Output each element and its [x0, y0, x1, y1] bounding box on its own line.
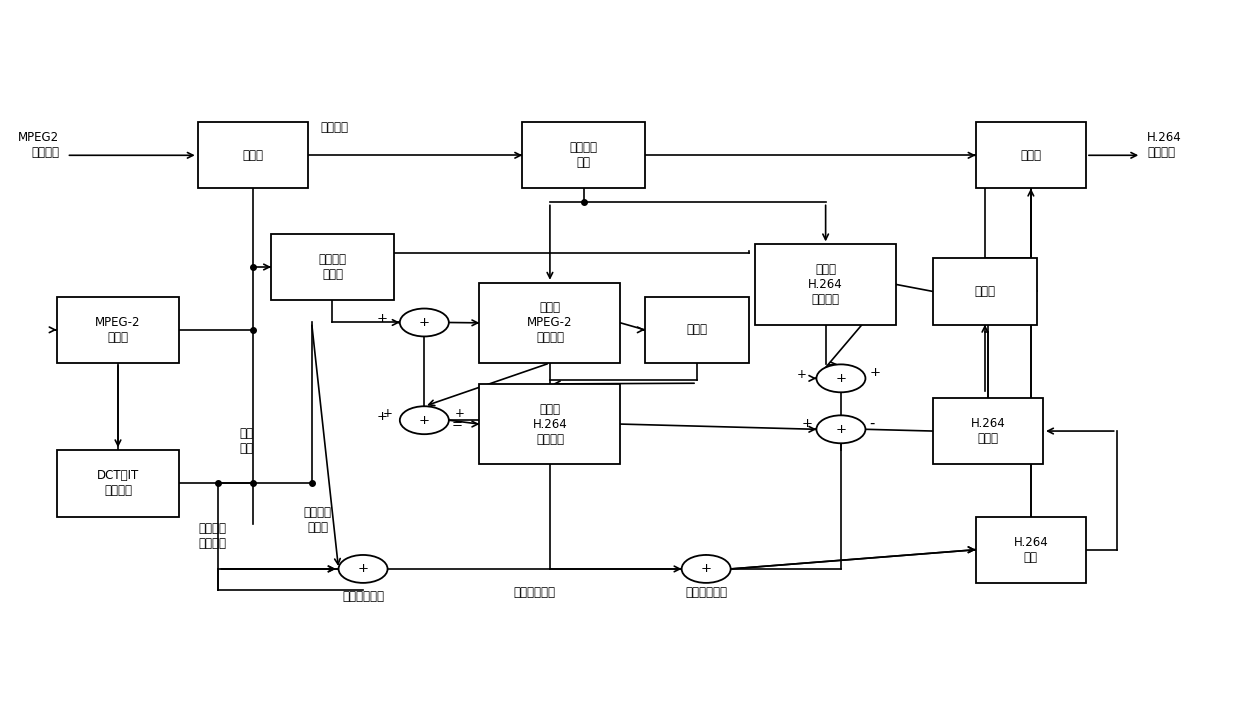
Text: +: +: [836, 372, 847, 385]
Bar: [57, 450, 180, 517]
Bar: [480, 384, 620, 464]
Bar: [645, 297, 749, 363]
Text: H.264
量化: H.264 量化: [1013, 535, 1048, 564]
Bar: [272, 234, 393, 300]
Text: +: +: [357, 562, 368, 575]
Text: +: +: [802, 417, 812, 430]
Text: =: =: [451, 418, 463, 431]
Text: 感兴趣区
域转码: 感兴趣区 域转码: [304, 506, 332, 534]
Text: 量化误差补偿: 量化误差补偿: [342, 590, 384, 603]
Text: MPEG2
码流输入: MPEG2 码流输入: [19, 131, 60, 159]
Circle shape: [399, 407, 449, 434]
Text: 感兴趣区
域检测: 感兴趣区 域检测: [319, 253, 346, 281]
Bar: [480, 283, 620, 363]
Text: +: +: [377, 312, 388, 325]
Bar: [976, 517, 1086, 583]
Text: +: +: [797, 367, 807, 381]
Text: 转换
开关: 转换 开关: [239, 427, 254, 456]
Circle shape: [816, 365, 866, 392]
Text: 压缩域
MPEG-2
运动补偿: 压缩域 MPEG-2 运动补偿: [527, 301, 573, 345]
Text: 压缩域
H.264
运动补偿: 压缩域 H.264 运动补偿: [532, 402, 567, 446]
Text: H.264
反量化: H.264 反量化: [971, 417, 1006, 445]
Text: 插值误差补偿: 插值误差补偿: [686, 587, 727, 600]
Text: 运动向量
映射: 运动向量 映射: [569, 141, 598, 169]
Text: 帧缓存: 帧缓存: [687, 323, 708, 336]
Text: +: +: [455, 407, 465, 420]
Text: -: -: [869, 417, 874, 431]
Text: 量化误差补偿: 量化误差补偿: [513, 587, 556, 600]
Text: MPEG-2
反量化: MPEG-2 反量化: [95, 316, 140, 344]
Text: +: +: [377, 409, 388, 422]
Bar: [57, 297, 180, 363]
Circle shape: [682, 555, 730, 583]
Text: DCT到IT
系数变换: DCT到IT 系数变换: [97, 469, 139, 498]
Bar: [932, 258, 1037, 325]
Text: +: +: [419, 316, 430, 329]
Text: 压缩域
H.264
运动补偿: 压缩域 H.264 运动补偿: [808, 263, 843, 306]
Text: +: +: [869, 366, 880, 379]
Bar: [197, 122, 308, 189]
Bar: [522, 122, 645, 189]
Circle shape: [339, 555, 388, 583]
Bar: [755, 244, 897, 325]
Circle shape: [399, 308, 449, 337]
Bar: [932, 398, 1043, 464]
Circle shape: [816, 415, 866, 444]
Text: 运动向量: 运动向量: [320, 121, 348, 135]
Text: H.264
码流输出: H.264 码流输出: [1147, 131, 1182, 159]
Text: 非感兴趣
区域转码: 非感兴趣 区域转码: [198, 522, 227, 550]
Text: 熵编码: 熵编码: [1021, 149, 1042, 162]
Text: +: +: [836, 423, 847, 436]
Text: +: +: [419, 414, 430, 426]
Text: +: +: [383, 407, 393, 420]
Text: +: +: [701, 562, 712, 575]
Text: 帧缓存: 帧缓存: [975, 285, 996, 298]
Bar: [976, 122, 1086, 189]
Text: 熵解码: 熵解码: [242, 149, 263, 162]
